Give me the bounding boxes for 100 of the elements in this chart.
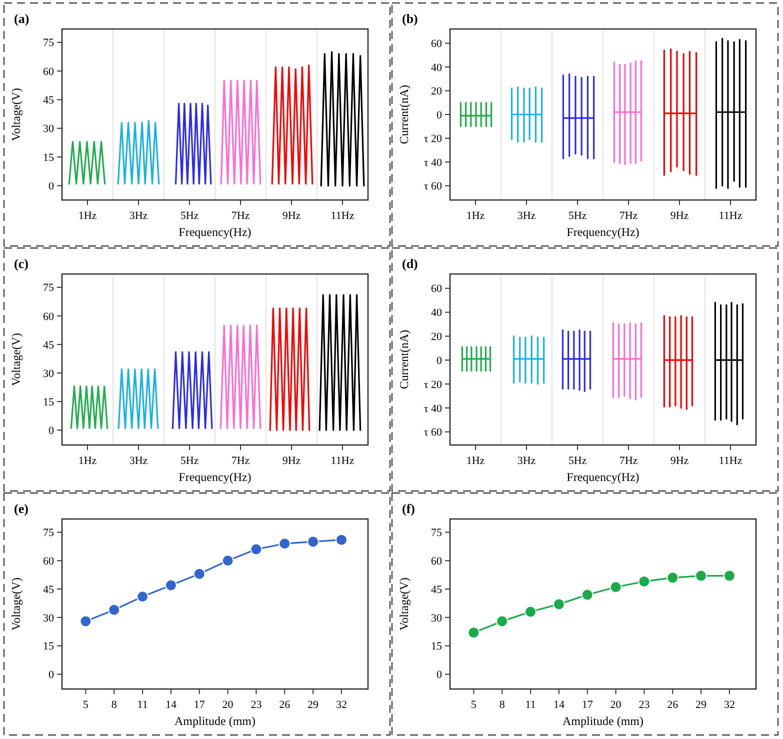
- point: [723, 570, 736, 582]
- y-tick-label: 60: [43, 66, 54, 78]
- point: [250, 543, 262, 556]
- x-tick-label: 9Hz: [282, 210, 301, 222]
- y-tick-label: 60: [43, 310, 54, 323]
- x-tick-label: 5: [82, 699, 89, 711]
- x-axis-title: Frequency(Hz): [178, 470, 252, 484]
- y-tick-label: 45: [43, 339, 54, 352]
- x-tick-label: 11: [525, 699, 536, 711]
- chart-title: (d): [402, 256, 418, 271]
- point: [222, 554, 234, 567]
- line-series: [510, 86, 543, 143]
- line-series: [320, 51, 365, 186]
- point: [468, 626, 480, 639]
- x-tick-label: 9Hz: [670, 210, 689, 222]
- y-tick-label: 60: [43, 556, 54, 568]
- point: [552, 598, 565, 610]
- x-tick-label: 7Hz: [231, 455, 250, 467]
- y-axis-title: Current(nA): [397, 330, 411, 390]
- line-series: [271, 64, 314, 185]
- x-tick-label: 23: [250, 699, 262, 711]
- y-tick-label: 15: [431, 640, 442, 653]
- y-tick-label: 75: [431, 527, 442, 540]
- point: [278, 538, 291, 550]
- y-tick-label: 40: [431, 307, 442, 320]
- point: [695, 570, 708, 582]
- y-tick-label: 30: [431, 612, 442, 624]
- x-axis-title: Frequency(Hz): [566, 225, 640, 239]
- x-tick-label: 1Hz: [466, 455, 485, 467]
- line-series: [714, 302, 744, 426]
- x-axis-title: Frequency(Hz): [178, 225, 252, 239]
- x-tick-label: 3Hz: [517, 455, 536, 467]
- x-axis-title: Frequency(Hz): [566, 470, 640, 484]
- chart-title: (e): [14, 501, 28, 516]
- point: [136, 590, 149, 603]
- x-tick-label: 32: [336, 699, 347, 711]
- point: [108, 604, 120, 616]
- x-tick-label: 5Hz: [568, 455, 587, 467]
- line-series: [663, 48, 698, 176]
- point: [610, 581, 622, 594]
- line-series: [715, 38, 747, 189]
- y-tick-label: τ 40: [424, 156, 442, 169]
- point: [581, 588, 594, 601]
- y-tick-label: 0: [436, 109, 442, 122]
- x-tick-label: 26: [667, 699, 679, 711]
- y-tick-label: 0: [48, 669, 54, 682]
- point: [335, 534, 348, 546]
- y-tick-label: 45: [43, 94, 54, 107]
- line-series: [562, 73, 595, 160]
- y-tick-label: 60: [431, 38, 442, 50]
- x-tick-label: 17: [194, 699, 206, 711]
- x-tick-label: 7Hz: [619, 210, 638, 222]
- y-tick-label: τ 20: [424, 133, 442, 146]
- x-tick-label: 11: [137, 699, 148, 711]
- line-series: [663, 315, 694, 410]
- y-tick-label: 40: [431, 62, 442, 74]
- y-tick-label: 15: [43, 396, 54, 408]
- x-tick-label: 11Hz: [330, 210, 354, 222]
- line-series: [562, 329, 592, 392]
- x-tick-label: 3Hz: [517, 210, 536, 222]
- x-tick-label: 9Hz: [670, 455, 689, 467]
- y-tick-label: 75: [43, 282, 54, 294]
- y-axis-title: Voltage(V): [9, 577, 23, 631]
- point: [80, 615, 92, 628]
- y-tick-label: 75: [43, 37, 54, 50]
- y-tick-label: τ 20: [424, 378, 442, 391]
- y-axis-title: Voltage(V): [397, 577, 411, 631]
- x-tick-label: 20: [222, 699, 234, 711]
- x-tick-label: 11Hz: [718, 455, 742, 467]
- y-tick-label: 15: [43, 640, 54, 653]
- x-tick-label: 11Hz: [718, 210, 742, 222]
- x-tick-label: 5Hz: [180, 455, 199, 467]
- x-tick-label: 9Hz: [282, 455, 301, 467]
- x-tick-label: 7Hz: [231, 210, 250, 222]
- x-tick-label: 11Hz: [330, 455, 354, 467]
- x-tick-label: 1Hz: [466, 210, 485, 222]
- y-tick-label: 0: [436, 669, 442, 682]
- y-tick-label: 30: [43, 123, 54, 136]
- y-tick-label: 45: [43, 584, 54, 596]
- chart-title: (c): [14, 256, 28, 271]
- y-axis-title: Voltage(V): [9, 88, 23, 142]
- x-tick-label: 29: [308, 699, 320, 711]
- line-series: [613, 60, 642, 166]
- point: [496, 615, 508, 628]
- y-tick-label: 20: [431, 86, 442, 98]
- y-tick-label: τ 60: [424, 180, 442, 193]
- y-tick-label: τ 60: [424, 426, 442, 439]
- y-tick-label: 20: [431, 331, 442, 344]
- point: [666, 572, 679, 584]
- line-series: [612, 322, 642, 400]
- x-tick-label: 7Hz: [619, 455, 638, 467]
- line-series: [512, 335, 545, 385]
- y-tick-label: τ 40: [424, 402, 442, 415]
- x-tick-label: 5Hz: [568, 210, 587, 222]
- point: [638, 575, 650, 588]
- x-tick-label: 3Hz: [129, 210, 148, 222]
- y-tick-label: 30: [43, 368, 54, 380]
- y-tick-label: 60: [431, 556, 442, 568]
- y-axis-title: Voltage(V): [9, 332, 23, 386]
- y-tick-label: 30: [43, 612, 54, 624]
